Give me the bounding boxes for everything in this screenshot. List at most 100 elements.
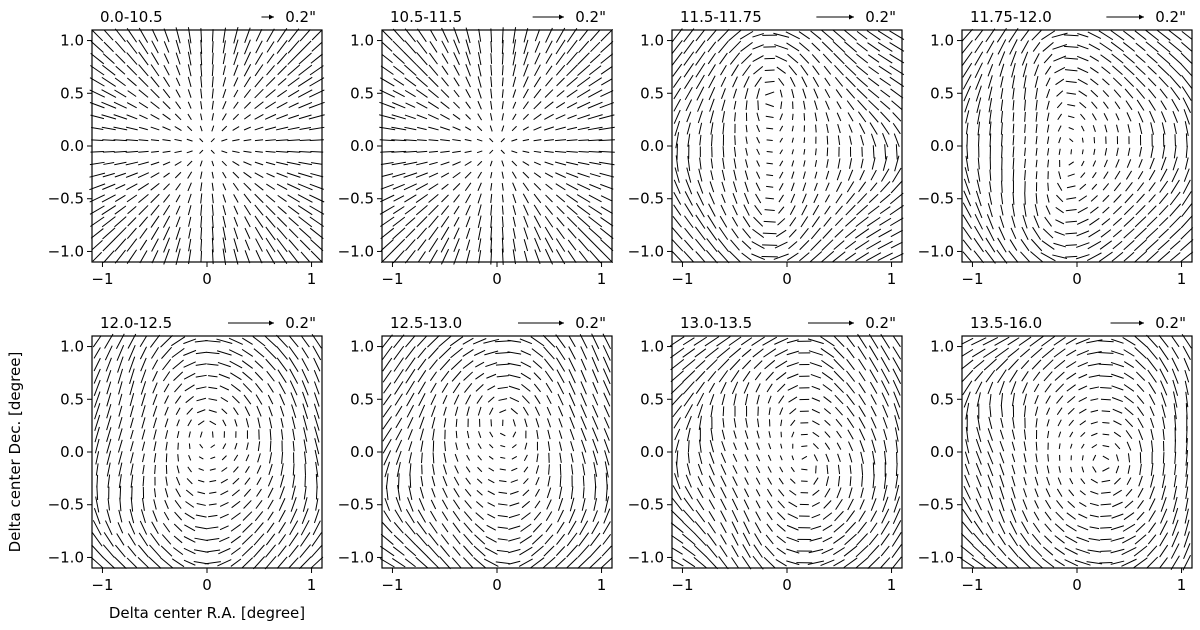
vector: [1180, 227, 1194, 240]
vector: [439, 556, 451, 570]
vector: [301, 508, 309, 524]
vector: [1080, 113, 1086, 120]
vector: [512, 113, 517, 121]
vector: [708, 75, 716, 89]
vector: [1064, 57, 1079, 60]
vector: [684, 404, 693, 419]
vector: [531, 545, 544, 557]
vector: [427, 101, 439, 109]
vector: [1135, 42, 1146, 52]
vector: [1065, 337, 1077, 345]
vector: [407, 417, 414, 429]
vector: [183, 559, 196, 566]
vector: [742, 544, 751, 558]
vector: [985, 28, 996, 43]
vector: [812, 443, 819, 450]
vector: [103, 250, 115, 264]
vector: [150, 113, 160, 120]
vector: [536, 429, 539, 440]
vector: [567, 239, 577, 251]
vector: [1174, 464, 1177, 475]
vector: [252, 556, 266, 570]
vector: [137, 172, 150, 179]
vector: [999, 429, 1004, 440]
panel-3: 11.5-11.75 0.2"−1 0 11.00.50.0−0.5−1.0: [628, 8, 905, 288]
vector: [405, 239, 416, 252]
vector: [845, 204, 856, 216]
vector: [101, 126, 116, 131]
vector: [286, 172, 301, 178]
vector: [975, 202, 983, 219]
vector: [557, 498, 564, 511]
vector: [384, 497, 391, 511]
vector: [1185, 474, 1189, 489]
y-tick-label: 1.0: [60, 32, 84, 50]
vector: [275, 126, 289, 131]
vector: [1135, 54, 1146, 63]
x-tick-label: 0: [492, 270, 502, 288]
vector: [475, 384, 484, 392]
vector: [877, 42, 893, 52]
vector: [1159, 532, 1169, 547]
vector: [1052, 254, 1068, 260]
vector: [490, 204, 493, 216]
vector: [265, 150, 276, 153]
vector: [380, 227, 395, 240]
vector: [287, 52, 300, 65]
vector: [381, 29, 393, 41]
vector: [102, 238, 116, 252]
vector: [745, 418, 748, 428]
vector: [791, 137, 794, 143]
vector: [416, 335, 427, 347]
y-tick-label: −0.5: [628, 190, 664, 208]
vector: [671, 28, 683, 43]
vector: [778, 477, 784, 485]
vector: [198, 468, 204, 471]
y-tick-label: −0.5: [628, 496, 664, 514]
vector: [222, 194, 227, 203]
vector: [721, 441, 726, 452]
vector: [579, 520, 589, 536]
vector: [199, 431, 203, 438]
vector: [710, 428, 714, 441]
vector: [299, 239, 311, 251]
vector: [500, 456, 506, 459]
vector: [580, 404, 588, 419]
vector: [455, 442, 458, 450]
vector: [311, 532, 322, 547]
vector: [520, 350, 532, 356]
vector: [489, 138, 494, 143]
vector: [315, 498, 319, 511]
vector: [185, 489, 194, 497]
vector: [416, 532, 428, 547]
vector: [976, 487, 982, 499]
vector: [582, 487, 585, 499]
vector: [508, 385, 520, 391]
vector: [428, 88, 439, 99]
vector: [289, 368, 299, 384]
vector: [196, 397, 207, 402]
vector: [833, 240, 845, 250]
vector: [821, 372, 834, 381]
vector: [775, 360, 788, 369]
vector: [822, 228, 833, 239]
vector: [987, 474, 994, 488]
vector: [90, 52, 105, 65]
vector: [880, 545, 890, 557]
vector: [1035, 99, 1038, 111]
vector: [1088, 43, 1101, 51]
vector: [546, 406, 552, 416]
vector: [854, 240, 870, 251]
vector: [114, 249, 126, 264]
vector: [125, 172, 138, 178]
vector: [463, 522, 473, 534]
vector: [474, 534, 486, 545]
vector: [520, 361, 532, 368]
vector: [297, 76, 313, 87]
vector: [1012, 157, 1015, 170]
vector: [522, 193, 529, 204]
vector: [1126, 112, 1132, 122]
vector: [799, 252, 810, 262]
vector: [809, 251, 823, 263]
vector: [1123, 30, 1135, 40]
